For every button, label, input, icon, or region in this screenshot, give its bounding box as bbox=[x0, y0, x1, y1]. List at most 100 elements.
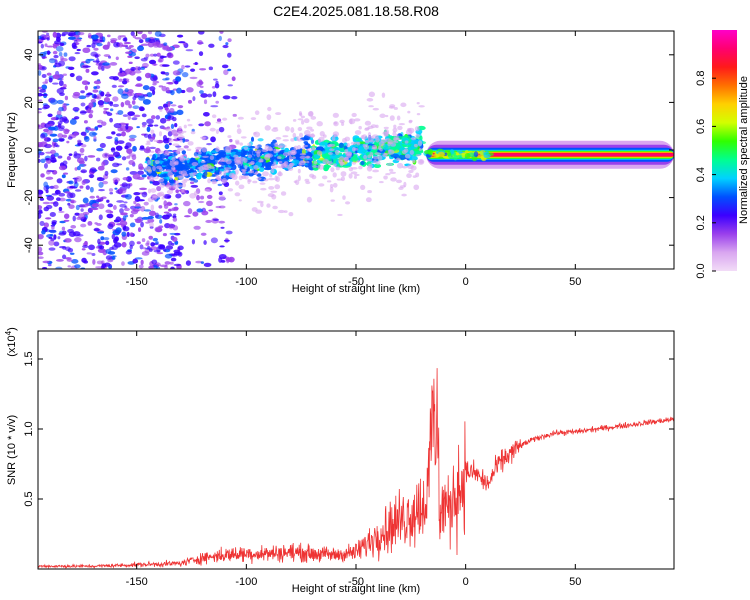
spectrogram-noise-cell bbox=[156, 185, 162, 192]
spectrogram-noise-cell bbox=[41, 84, 48, 90]
spectrogram-noise-cell bbox=[98, 203, 105, 210]
spectrogram-noise-cell bbox=[131, 100, 136, 105]
spectrogram-noise-cell bbox=[174, 80, 179, 85]
spectrogram-noise-cell bbox=[38, 246, 43, 253]
snr-x-tick-label: -100 bbox=[235, 576, 257, 588]
spectrogram-noise-cell bbox=[59, 87, 67, 90]
spectrogram-noise-cell bbox=[154, 31, 162, 37]
spectrogram-noise-cell bbox=[138, 264, 144, 269]
spectrogram-noise-cell bbox=[148, 38, 156, 44]
spectrogram-noise-cell bbox=[82, 65, 91, 68]
spectrogram-noise-cell bbox=[114, 187, 118, 190]
spectrogram-halo-cell bbox=[165, 184, 172, 189]
spectrogram-halo-cell bbox=[273, 148, 278, 154]
spectrogram-halo-cell bbox=[177, 135, 185, 140]
spectrogram-halo-cell bbox=[390, 177, 397, 182]
spectrogram-x-tick-label: -100 bbox=[235, 276, 257, 288]
spectrogram-noise-cell bbox=[38, 212, 42, 219]
spectrogram-noise-cell bbox=[38, 189, 44, 195]
spectrogram-noise-cell bbox=[128, 134, 137, 139]
spectrogram-noise-cell bbox=[152, 80, 160, 84]
spectrogram-halo-cell bbox=[332, 172, 337, 178]
spectrogram-band-cell bbox=[408, 155, 418, 161]
spectrogram-halo-cell bbox=[372, 107, 379, 111]
spectrogram-noise-cell bbox=[55, 118, 59, 121]
spectrogram-band-cell bbox=[360, 160, 365, 166]
spectrogram-halo-cell bbox=[171, 156, 176, 162]
spectrogram-noise-cell bbox=[223, 239, 230, 242]
spectrogram-noise-cell bbox=[193, 225, 201, 230]
spectrogram-noise-cell bbox=[108, 188, 114, 192]
spectrogram-noise-cell bbox=[93, 80, 102, 85]
spectrogram-noise-cell bbox=[67, 66, 75, 71]
spectrogram-halo-cell bbox=[401, 193, 407, 197]
spectrogram-noise-cell bbox=[69, 185, 76, 189]
spectrogram-noise-cell bbox=[40, 43, 45, 49]
spectrogram-noise-cell bbox=[210, 136, 216, 143]
spectrogram-noise-cell bbox=[157, 106, 164, 110]
spectrogram-noise-cell bbox=[170, 104, 177, 107]
spectrogram-noise-cell bbox=[89, 167, 97, 174]
spectrogram-noise-cell bbox=[200, 93, 208, 98]
spectrogram-halo-cell bbox=[176, 175, 184, 178]
spectrogram-halo-cell bbox=[165, 169, 172, 173]
spectrogram-halo-cell bbox=[252, 180, 258, 184]
spectrogram-noise-cell bbox=[138, 166, 145, 171]
spectrogram-noise-cell bbox=[148, 59, 157, 65]
spectrogram-noise-cell bbox=[133, 200, 137, 205]
spectrogram-halo-cell bbox=[291, 156, 296, 160]
spectrogram-halo-cell bbox=[264, 144, 270, 151]
spectrogram-noise-cell bbox=[112, 103, 119, 108]
spectrogram-noise-cell bbox=[87, 32, 92, 38]
spectrogram-noise-cell bbox=[134, 37, 142, 40]
spectrogram-halo-cell bbox=[412, 175, 417, 179]
spectrogram-noise-cell bbox=[126, 148, 133, 154]
spectrogram-noise-cell bbox=[76, 48, 81, 52]
spectrogram-band-cell bbox=[149, 181, 153, 184]
spectrogram-halo-cell bbox=[316, 150, 323, 156]
spectrogram-noise-cell bbox=[144, 72, 152, 79]
spectrogram-noise-cell bbox=[57, 236, 61, 240]
spectrogram-halo-cell bbox=[225, 145, 232, 152]
spectrogram-halo-cell bbox=[354, 130, 362, 135]
spectrogram-halo-cell bbox=[310, 115, 317, 120]
spectrogram-noise-cell bbox=[111, 131, 116, 135]
spectrogram-carrier-cell bbox=[461, 152, 466, 159]
spectrogram-halo-cell bbox=[235, 141, 239, 145]
spectrogram-halo-cell bbox=[156, 165, 162, 170]
spectrogram-halo-cell bbox=[348, 118, 356, 125]
spectrogram-noise-cell bbox=[110, 255, 117, 258]
spectrogram-noise-cell bbox=[56, 88, 65, 94]
spectrogram-halo-cell bbox=[367, 163, 373, 169]
spectrogram-panel: -150 -100 -50 0 50 -40 -20 0 20 40 Height of str… bbox=[6, 30, 675, 295]
spectrogram-noise-cell bbox=[62, 246, 67, 250]
spectrogram-halo-cell bbox=[275, 176, 280, 183]
spectrogram-noise-cell bbox=[225, 230, 233, 235]
spectrogram-halo-cell bbox=[202, 155, 209, 158]
spectrogram-noise-cell bbox=[85, 58, 91, 64]
spectrogram-halo-cell bbox=[238, 184, 245, 190]
spectrogram-noise-cell bbox=[119, 35, 126, 38]
spectrogram-noise-cell bbox=[93, 227, 100, 232]
spectrogram-halo-cell bbox=[159, 109, 163, 112]
spectrogram-band-cell bbox=[178, 164, 186, 168]
spectrogram-halo-cell bbox=[178, 125, 182, 130]
spectrogram-noise-cell bbox=[151, 115, 156, 120]
spectrogram-halo-cell bbox=[241, 168, 247, 172]
spectrogram-noise-cell bbox=[141, 43, 149, 46]
spectrogram-band-cell bbox=[355, 138, 361, 142]
spectrogram-halo-cell bbox=[417, 140, 423, 147]
spectrogram-noise-cell bbox=[106, 91, 110, 98]
spectrogram-halo-cell bbox=[329, 184, 334, 188]
spectrogram-halo-cell bbox=[414, 126, 420, 132]
spectrogram-noise-cell bbox=[84, 136, 90, 142]
spectrogram-halo-cell bbox=[231, 174, 238, 180]
spectrogram-noise-cell bbox=[180, 89, 186, 94]
spectrogram-noise-cell bbox=[68, 204, 75, 209]
spectrogram-halo-cell bbox=[319, 130, 325, 137]
spectrogram-halo-cell bbox=[266, 114, 272, 121]
spectrogram-halo-cell bbox=[419, 159, 424, 164]
spectrogram-noise-cell bbox=[65, 198, 72, 202]
spectrogram-halo-cell bbox=[150, 129, 155, 135]
spectrogram-halo-cell bbox=[413, 184, 420, 191]
